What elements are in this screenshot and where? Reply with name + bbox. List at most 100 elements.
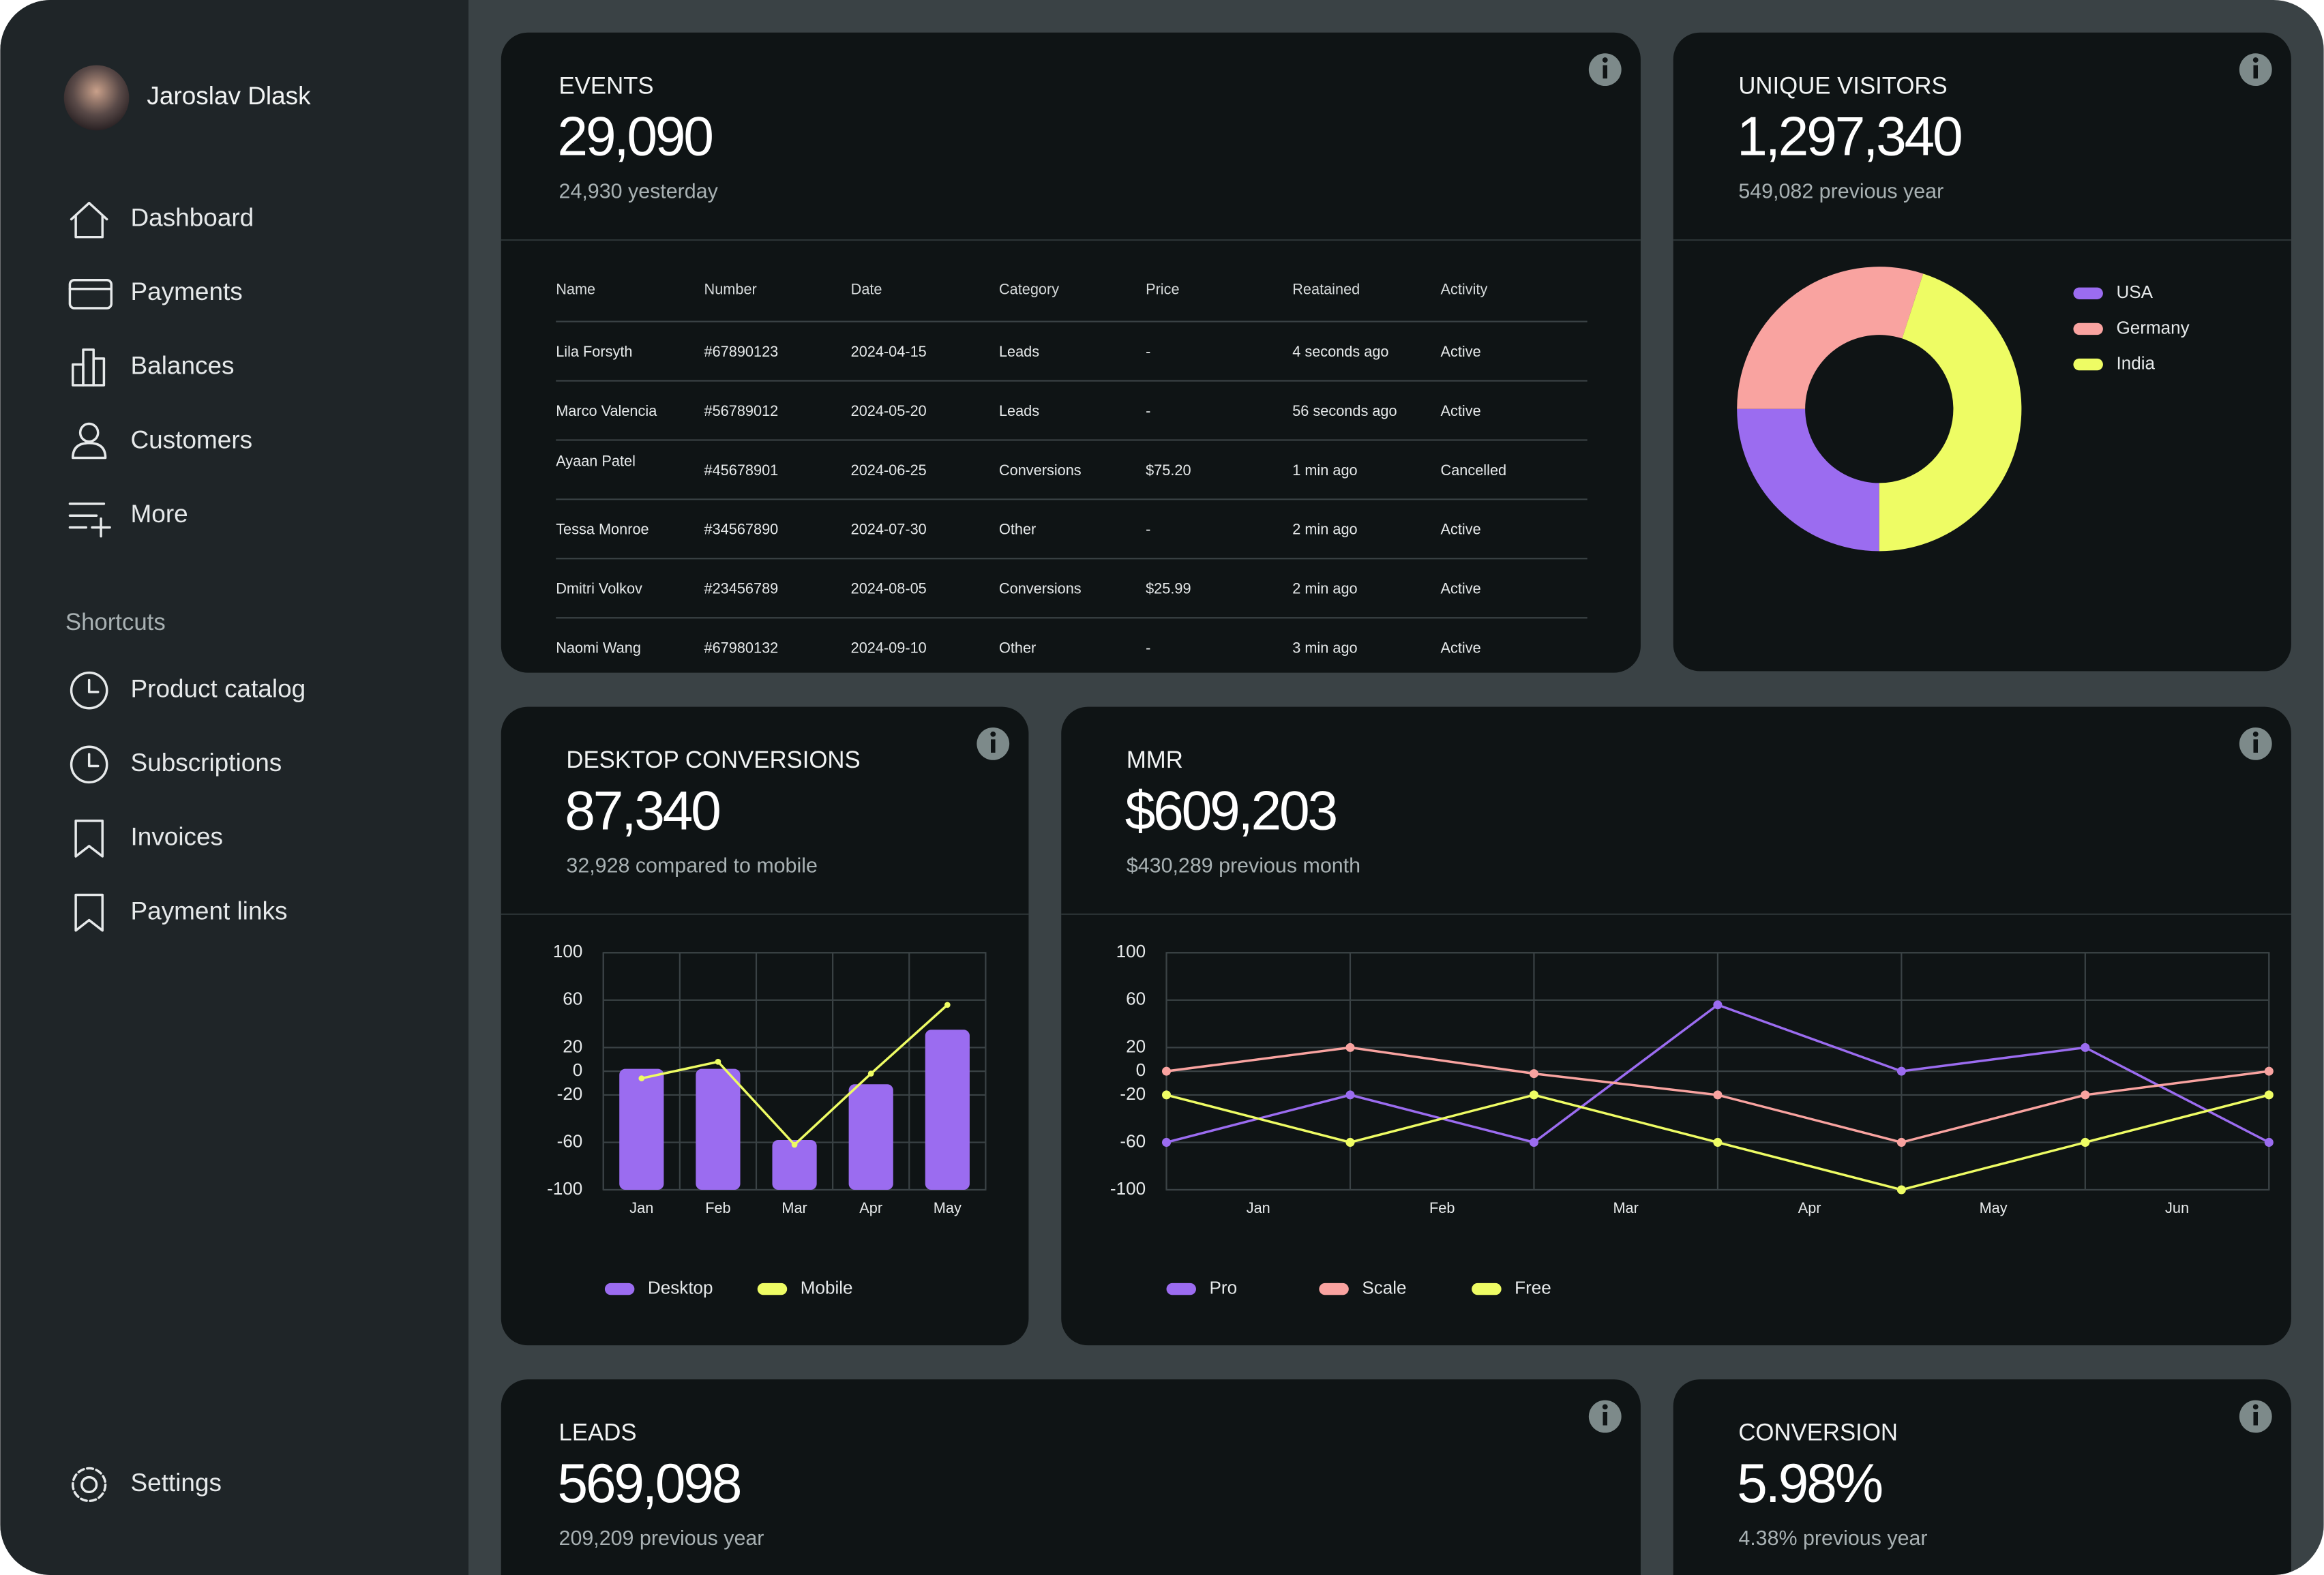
table-cell: Active — [1441, 343, 1481, 360]
x-tick-label: Feb — [1429, 1199, 1455, 1216]
settings-link[interactable]: Settings — [131, 1469, 222, 1497]
legend-label: Pro — [1210, 1277, 1238, 1298]
table-cell: Cancelled — [1441, 462, 1507, 479]
x-tick-label: Mar — [1613, 1199, 1638, 1216]
table-cell: #67890123 — [704, 343, 779, 360]
table-cell: - — [1146, 343, 1150, 360]
nav-item[interactable]: More — [131, 500, 188, 528]
table-cell: Conversions — [999, 580, 1082, 597]
table-cell: Tessa Monroe — [556, 521, 649, 538]
nav-item[interactable]: Dashboard — [131, 203, 254, 231]
table-cell: $75.20 — [1146, 462, 1191, 479]
y-tick-label: 20 — [563, 1036, 582, 1056]
legend-swatch — [2073, 358, 2103, 371]
table-cell: #34567890 — [704, 521, 779, 538]
legend-swatch — [1319, 1282, 1349, 1295]
info-icon-dot — [990, 731, 996, 737]
shortcut-item[interactable]: Product catalog — [131, 674, 306, 702]
card-value: 87,340 — [565, 780, 719, 841]
nav-item[interactable]: Balances — [131, 352, 235, 380]
x-tick-label: Jan — [629, 1199, 653, 1216]
table-cell: #23456789 — [704, 580, 779, 597]
x-tick-label: Jan — [1247, 1199, 1270, 1216]
table-cell: Active — [1441, 580, 1481, 597]
nav-item[interactable]: Payments — [131, 278, 243, 305]
table-cell: Active — [1441, 640, 1481, 657]
point — [638, 1075, 645, 1081]
legend-swatch — [1166, 1282, 1196, 1295]
card-value: 29,090 — [557, 106, 712, 168]
legend-swatch — [1472, 1282, 1502, 1295]
legend-swatch — [2073, 322, 2103, 335]
table-header: Date — [851, 281, 882, 298]
x-tick-label: Mar — [781, 1199, 807, 1216]
sidebar — [0, 0, 468, 1575]
point — [1529, 1069, 1538, 1079]
table-cell: Dmitri Volkov — [556, 580, 642, 597]
bar — [696, 1068, 741, 1190]
legend-label: Scale — [1362, 1277, 1406, 1298]
card-subtitle: 24,930 yesterday — [559, 180, 719, 203]
x-tick-label: Apr — [859, 1199, 882, 1216]
table-cell: Other — [999, 521, 1036, 538]
x-tick-label: Feb — [705, 1199, 730, 1216]
card-value: $609,203 — [1125, 780, 1337, 841]
y-tick-label: 100 — [553, 941, 582, 961]
table-header: Reatained — [1292, 281, 1360, 298]
y-tick-label: 0 — [1136, 1060, 1146, 1080]
table-cell: 2024-04-15 — [851, 343, 927, 360]
point — [2081, 1090, 2090, 1100]
y-tick-label: -20 — [1120, 1083, 1146, 1104]
table-header: Name — [556, 281, 595, 298]
point — [1345, 1042, 1355, 1052]
card-title: UNIQUE VISITORS — [1738, 73, 1947, 99]
info-icon-dot — [1602, 1404, 1608, 1410]
shortcut-item[interactable]: Payment links — [131, 897, 288, 925]
table-cell: 56 seconds ago — [1292, 402, 1397, 419]
user-name: Jaroslav Dlask — [147, 82, 311, 110]
table-cell: Ayaan Patel — [556, 453, 636, 470]
table-cell: Active — [1441, 521, 1481, 538]
legend-swatch — [757, 1282, 788, 1295]
table-cell: 2024-06-25 — [851, 462, 927, 479]
point — [867, 1070, 874, 1077]
point — [791, 1141, 798, 1148]
point — [1896, 1066, 1906, 1076]
table-cell: 2024-08-05 — [851, 580, 927, 597]
legend-swatch — [2073, 287, 2103, 299]
table-cell: 2 min ago — [1292, 521, 1357, 538]
point — [2081, 1042, 2090, 1052]
nav-item[interactable]: Customers — [131, 425, 253, 453]
avatar — [63, 65, 130, 131]
table-header: Number — [704, 281, 757, 298]
table-cell: Leads — [999, 402, 1039, 419]
shortcut-item[interactable]: Invoices — [131, 823, 224, 851]
table-cell: Other — [999, 640, 1036, 657]
info-icon-bar — [1603, 65, 1608, 79]
table-cell: $25.99 — [1146, 580, 1191, 597]
info-icon-bar — [1603, 1411, 1608, 1426]
card-title: DESKTOP CONVERSIONS — [566, 747, 860, 773]
info-icon-dot — [2252, 57, 2259, 63]
legend-label: USA — [2116, 282, 2153, 302]
y-tick-label: 60 — [1126, 989, 1146, 1009]
point — [1713, 1090, 1723, 1100]
bar — [619, 1068, 664, 1190]
table-header: Price — [1146, 281, 1179, 298]
table-cell: 4 seconds ago — [1292, 343, 1388, 360]
shortcut-item[interactable]: Subscriptions — [131, 749, 282, 777]
info-icon-bar — [991, 739, 996, 753]
point — [715, 1058, 721, 1065]
card-subtitle: 4.38% previous year — [1738, 1527, 1927, 1550]
table-cell: 2024-09-10 — [851, 640, 927, 657]
x-tick-label: Apr — [1798, 1199, 1821, 1216]
y-tick-label: -60 — [557, 1130, 583, 1151]
table-cell: Leads — [999, 343, 1039, 360]
card — [1061, 706, 2291, 1346]
point — [1896, 1185, 1906, 1195]
info-icon-dot — [1602, 57, 1608, 63]
card-title: LEADS — [559, 1420, 637, 1446]
table-cell: - — [1146, 521, 1150, 538]
x-tick-label: Jun — [2165, 1199, 2189, 1216]
